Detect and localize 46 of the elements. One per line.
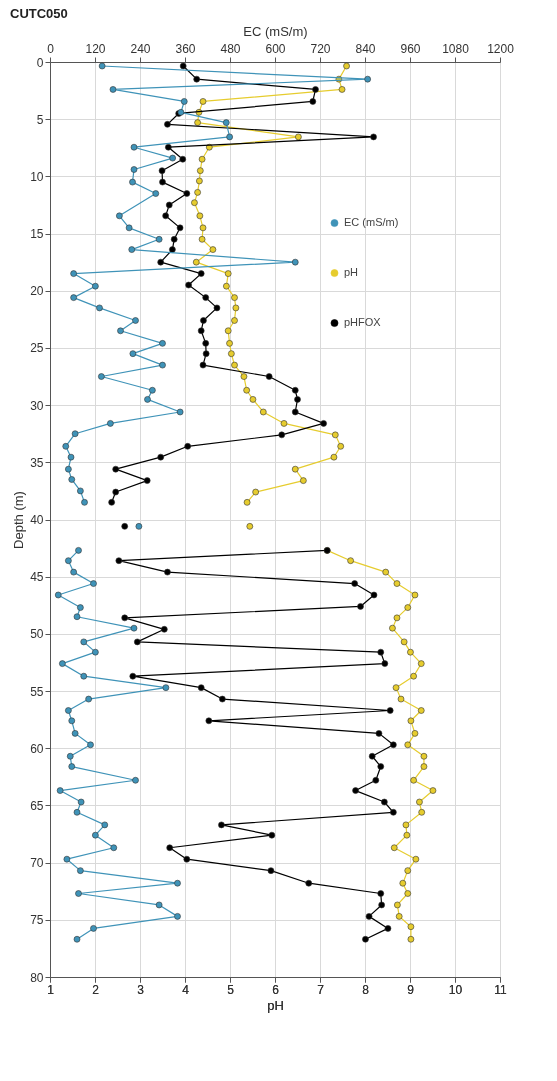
x-tick-label: 6: [272, 982, 280, 997]
y-tick-label: 55: [30, 684, 44, 699]
legend-label: pHFOX: [344, 316, 382, 329]
legend-label: pH: [344, 266, 359, 279]
x-tick-label: 5: [227, 982, 235, 997]
x2-tick-label: 360: [175, 41, 196, 56]
x2-tick-label: 840: [355, 41, 376, 56]
y-tick-label: 35: [30, 455, 44, 470]
y-tick-label: 45: [30, 570, 44, 585]
y-tick-label: 40: [30, 513, 44, 527]
x2-tick-label: 480: [220, 41, 241, 56]
y-tick-label: 60: [30, 741, 44, 756]
x2-tick-label: 1080: [442, 41, 470, 56]
y-tick-label: 80: [30, 970, 44, 985]
y-tick-label: 75: [30, 913, 44, 928]
x2-tick-label: 600: [265, 41, 286, 56]
y-tick-label: 25: [30, 341, 44, 356]
legend-label: EC (mS/m): [344, 216, 399, 229]
x-tick-label: 3: [137, 982, 145, 997]
y-tick-label: 50: [30, 627, 44, 642]
x-tick-label: 7: [317, 982, 325, 997]
y-tick-label: 65: [30, 798, 44, 813]
x-tick-label: 8: [362, 982, 370, 997]
chart-title: CUTC050: [10, 6, 68, 21]
x-tick-label: 1: [47, 982, 55, 997]
y-tick-label: 20: [30, 284, 44, 299]
x2-tick-label: 0: [47, 41, 55, 56]
y-tick-label: 0: [36, 55, 44, 70]
x-axis-title: pH: [267, 997, 284, 1013]
x2-tick-label: 960: [400, 41, 421, 56]
x-tick-label: 11: [494, 982, 508, 997]
y-tick-label: 5: [36, 112, 44, 127]
y-axis-title: Depth (m): [11, 491, 27, 549]
x2-tick-label: 1200: [487, 41, 515, 56]
y-tick-label: 70: [30, 856, 44, 871]
x-tick-label: 9: [407, 982, 415, 997]
x2-tick-label: 720: [310, 41, 331, 56]
x2-tick-label: 240: [130, 41, 151, 56]
x2-tick-label: 120: [85, 41, 106, 56]
y-tick-label: 30: [30, 398, 44, 413]
x2-axis-title: EC (mS/m): [243, 23, 308, 39]
x-tick-label: 4: [182, 982, 190, 997]
x-tick-label: 10: [448, 982, 463, 997]
y-tick-label: 15: [30, 227, 44, 242]
x-tick-label: 2: [92, 982, 100, 997]
y-tick-label: 10: [30, 169, 44, 184]
